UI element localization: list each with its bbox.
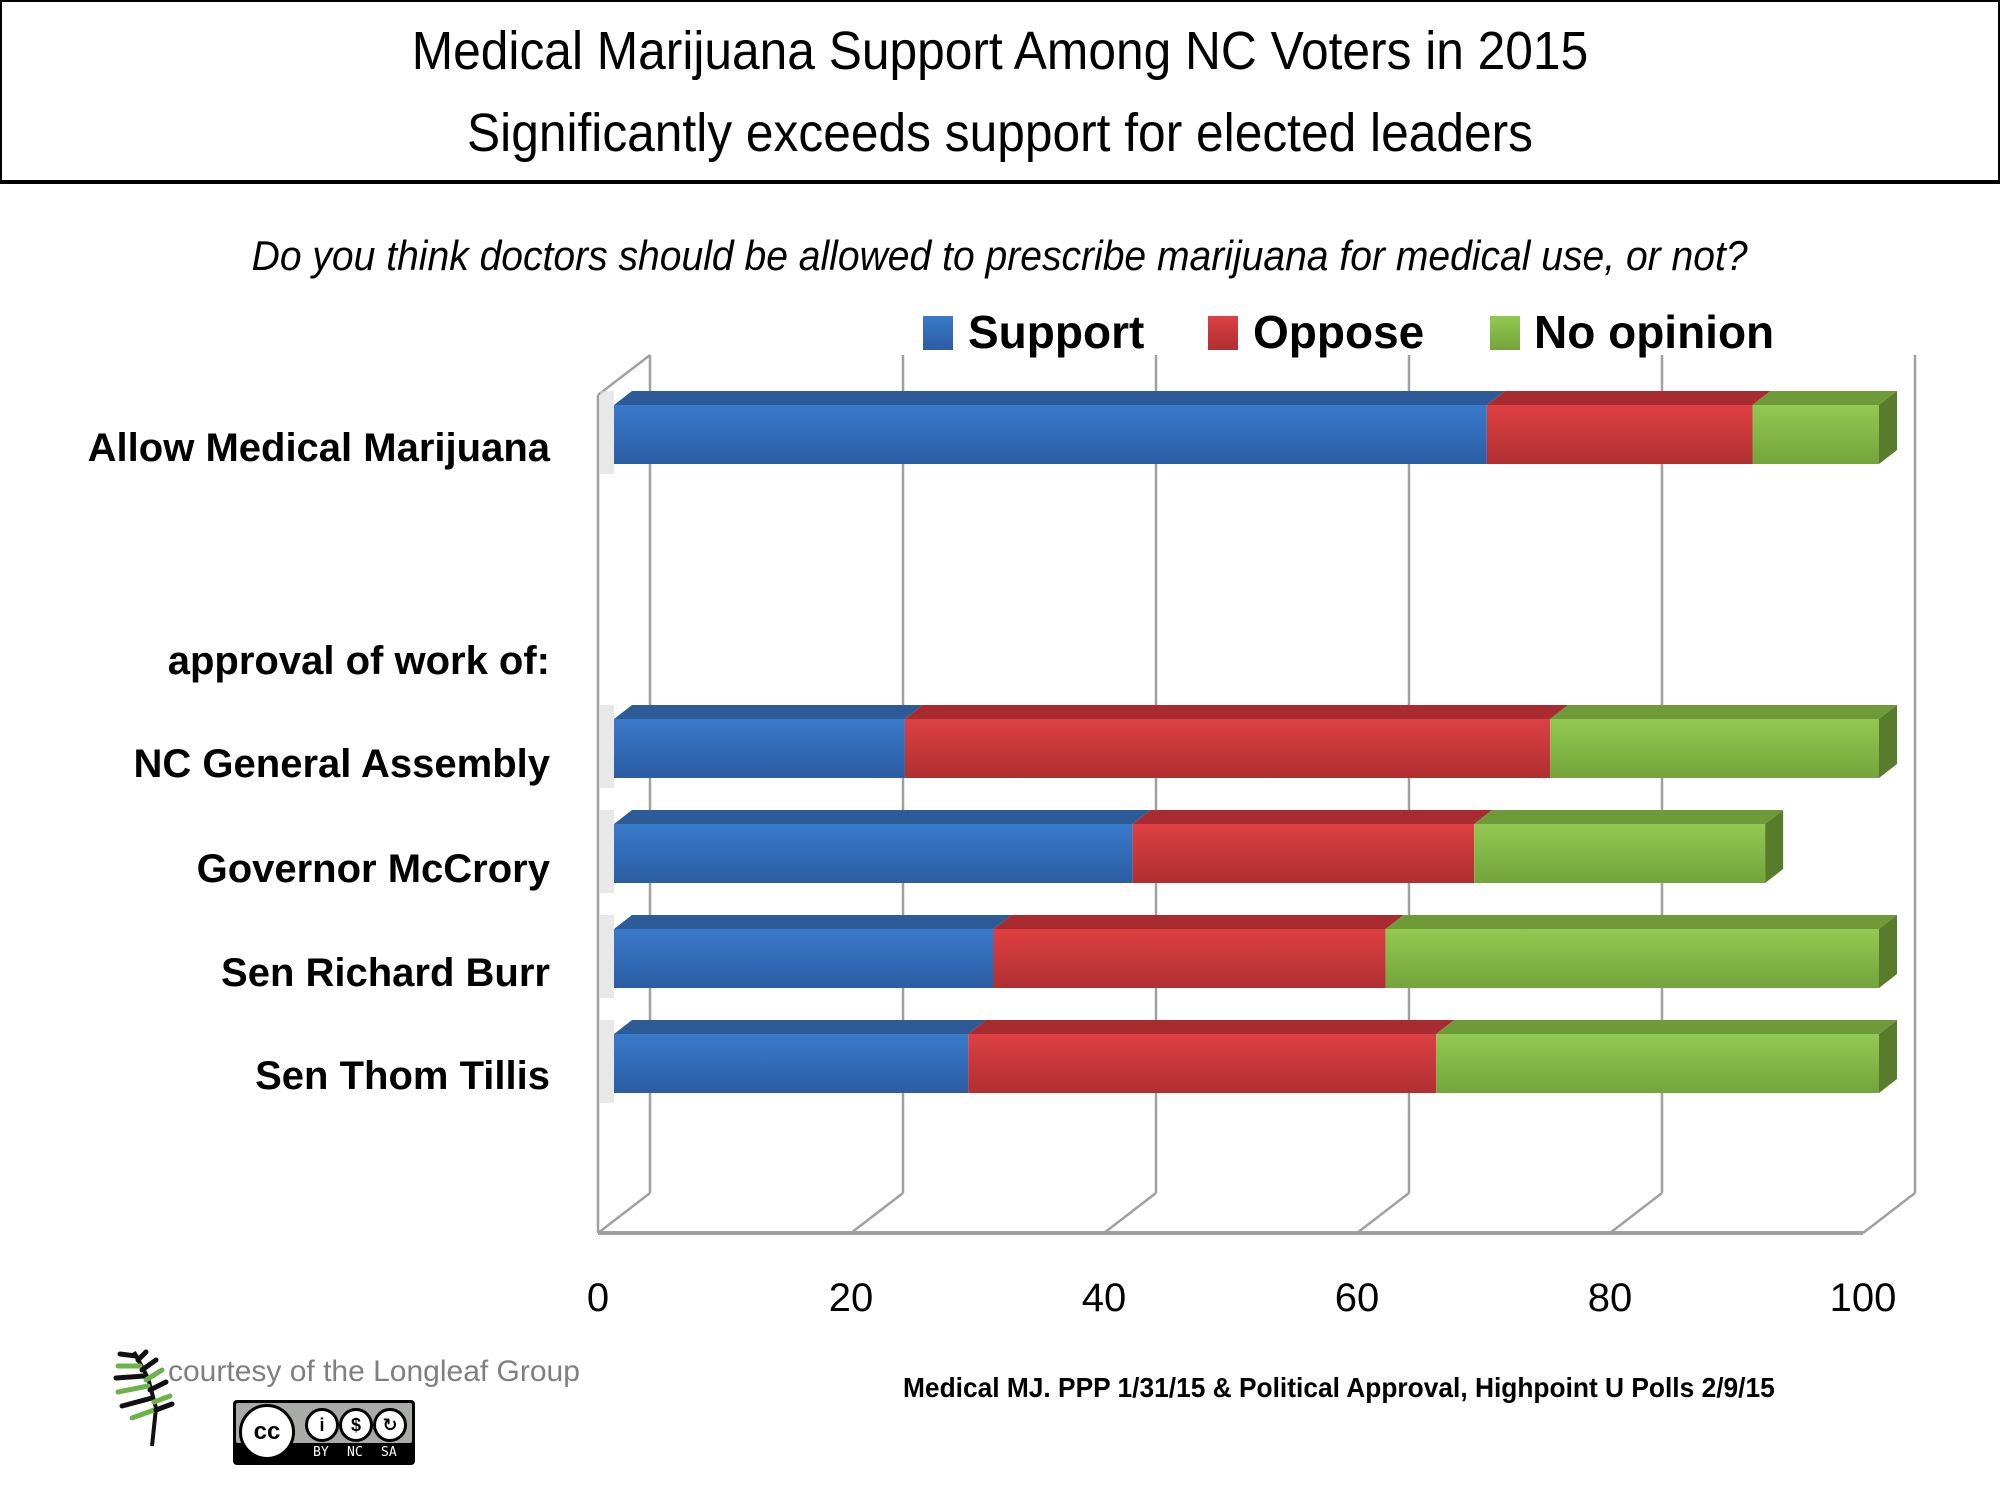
- bar-top-oppose: [993, 915, 1404, 929]
- chart-title-line-2: Significantly exceeds support for electe…: [467, 103, 1533, 163]
- noncommercial-icon: $: [339, 1408, 373, 1442]
- survey-question: Do you think doctors should be allowed t…: [251, 232, 1748, 279]
- x-tick-label: 100: [1830, 1276, 1897, 1320]
- x-tick-label: 60: [1335, 1276, 1380, 1320]
- legend-label-oppose: Oppose: [1253, 306, 1424, 358]
- cc-label-sa: SA: [381, 1445, 397, 1460]
- category-label: Allow Medical Marijuana: [88, 426, 551, 470]
- cc-label-by: BY: [313, 1445, 329, 1460]
- x-tick-label: 80: [1588, 1276, 1633, 1320]
- bar-segment-support: [614, 719, 905, 778]
- bar-top-no-opinion: [1550, 705, 1897, 719]
- cc-label-nc: NC: [347, 1445, 363, 1460]
- bar-shadow: [600, 810, 614, 893]
- bar-top-no-opinion: [1436, 1020, 1897, 1034]
- attribution-icon: i: [305, 1408, 339, 1442]
- bar-segment-support: [614, 405, 1487, 464]
- bar-side-no-opinion: [1879, 1020, 1897, 1093]
- legend-swatch-oppose: [1208, 316, 1238, 350]
- side-wall-top: [597, 354, 651, 396]
- bar-top-support: [614, 915, 1012, 929]
- legend-label-support: Support: [968, 306, 1144, 358]
- bar-top-oppose: [1486, 391, 1771, 405]
- credit-text: courtesy of the Longleaf Group: [168, 1355, 580, 1388]
- category-labels: Allow Medical Marijuana approval of work…: [88, 426, 551, 1098]
- gridlines: [596, 354, 1917, 1235]
- bar-segment-no-opinion: [1385, 929, 1879, 988]
- x-tick-label: 20: [829, 1276, 874, 1320]
- category-label: Governor McCrory: [197, 847, 551, 891]
- bar-top-support: [614, 1020, 987, 1034]
- bar-segment-no-opinion: [1752, 405, 1879, 464]
- floor-gridline: [1862, 1192, 1916, 1234]
- floor-gridline: [597, 1192, 651, 1234]
- cc-labels: BY NC SA: [301, 1445, 411, 1463]
- bar-segment-oppose: [1132, 824, 1475, 883]
- creative-commons-badge: cc i $ ↻ BY NC SA: [233, 1400, 415, 1465]
- floor-gridline: [1609, 1192, 1663, 1234]
- bar-segment-support: [614, 824, 1133, 883]
- cc-icon: cc: [239, 1404, 295, 1460]
- bar-segment-oppose: [968, 1034, 1437, 1093]
- bar-top-support: [614, 810, 1151, 824]
- source-note: Medical MJ. PPP 1/31/15 & Political Appr…: [903, 1372, 1775, 1403]
- bar-shadow: [600, 391, 614, 474]
- bar-top-oppose: [968, 1020, 1455, 1034]
- category-label: Sen Richard Burr: [221, 951, 550, 995]
- floor-gridline: [1103, 1192, 1157, 1234]
- bars: [600, 391, 1897, 1103]
- bar-side-no-opinion: [1879, 391, 1897, 464]
- category-label: Sen Thom Tillis: [255, 1054, 550, 1098]
- bar-top-support: [614, 705, 923, 719]
- bar-segment-support: [614, 1034, 969, 1093]
- bar-shadow: [600, 705, 614, 788]
- bar-segment-oppose: [904, 719, 1551, 778]
- category-label: NC General Assembly: [134, 742, 551, 786]
- bar-side-no-opinion: [1879, 705, 1897, 778]
- x-tick-label: 0: [587, 1276, 609, 1320]
- bar-side-no-opinion: [1879, 915, 1897, 988]
- legend-label-no-opinion: No opinion: [1534, 306, 1774, 358]
- bar-shadow: [600, 915, 614, 998]
- bar-segment-support: [614, 929, 994, 988]
- chart-title-line-1: Medical Marijuana Support Among NC Voter…: [411, 21, 1589, 81]
- bar-top-oppose: [904, 705, 1569, 719]
- floor-gridline: [850, 1192, 904, 1234]
- legend: Support Oppose No opinion: [923, 306, 1774, 358]
- legend-swatch-no-opinion: [1490, 316, 1520, 350]
- bar-top-no-opinion: [1474, 810, 1784, 824]
- floor-gridline: [1356, 1192, 1410, 1234]
- bar-shadow: [600, 1020, 614, 1103]
- bar-top-support: [614, 391, 1505, 405]
- bar-segment-no-opinion: [1436, 1034, 1879, 1093]
- longleaf-pine-logo-icon: [113, 1349, 175, 1447]
- x-axis-tick-labels: 0 20 40 60 80 100: [587, 1276, 1897, 1320]
- title-box: Medical Marijuana Support Among NC Voter…: [0, 0, 2000, 184]
- group-label: approval of work of:: [168, 639, 550, 683]
- bar-segment-no-opinion: [1474, 824, 1766, 883]
- bar-segment-oppose: [1486, 405, 1753, 464]
- bar-top-no-opinion: [1752, 391, 1897, 405]
- bar-segment-no-opinion: [1550, 719, 1879, 778]
- bar-top-oppose: [1132, 810, 1493, 824]
- x-tick-label: 40: [1082, 1276, 1127, 1320]
- share-alike-icon: ↻: [373, 1408, 407, 1442]
- legend-swatch-support: [923, 316, 953, 350]
- bar-side-no-opinion: [1765, 810, 1784, 883]
- bar-segment-oppose: [993, 929, 1386, 988]
- bar-top-no-opinion: [1385, 915, 1897, 929]
